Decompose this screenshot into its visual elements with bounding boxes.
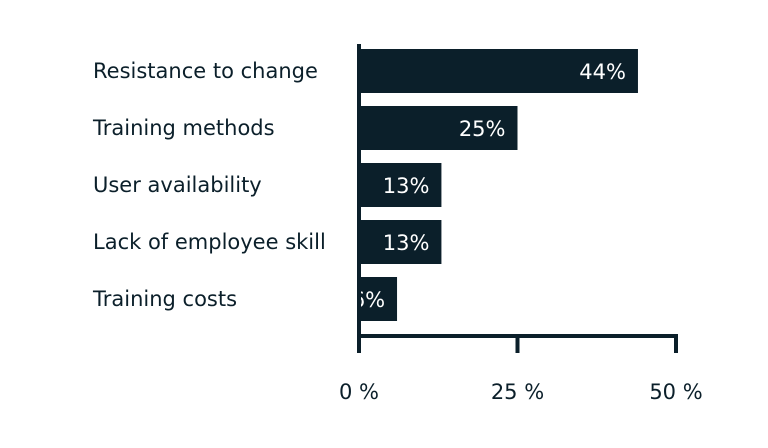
category-label: Training costs [92,287,237,311]
x-axis: 0 % 25 % 50 % [339,44,703,404]
bar [359,163,442,207]
category-label: Resistance to change [93,59,318,83]
bars-group: Resistance to change 44% Training methods 2… [92,49,638,321]
bar [359,49,638,93]
data-label: 25% [459,117,506,141]
data-label: 6% [352,288,385,312]
x-tick-label: 0 % [339,380,379,404]
bar [359,220,442,264]
x-tick-label: 25 % [491,380,544,404]
data-label: 44% [579,60,626,84]
bar [359,277,398,321]
x-tick-label: 50 % [649,380,702,404]
category-label: Lack of employee skill [93,230,326,254]
data-label: 13% [383,174,430,198]
data-label: 13% [383,231,430,255]
bar [359,106,518,150]
category-label: Training methods [92,116,275,140]
category-label: User availability [93,173,262,197]
